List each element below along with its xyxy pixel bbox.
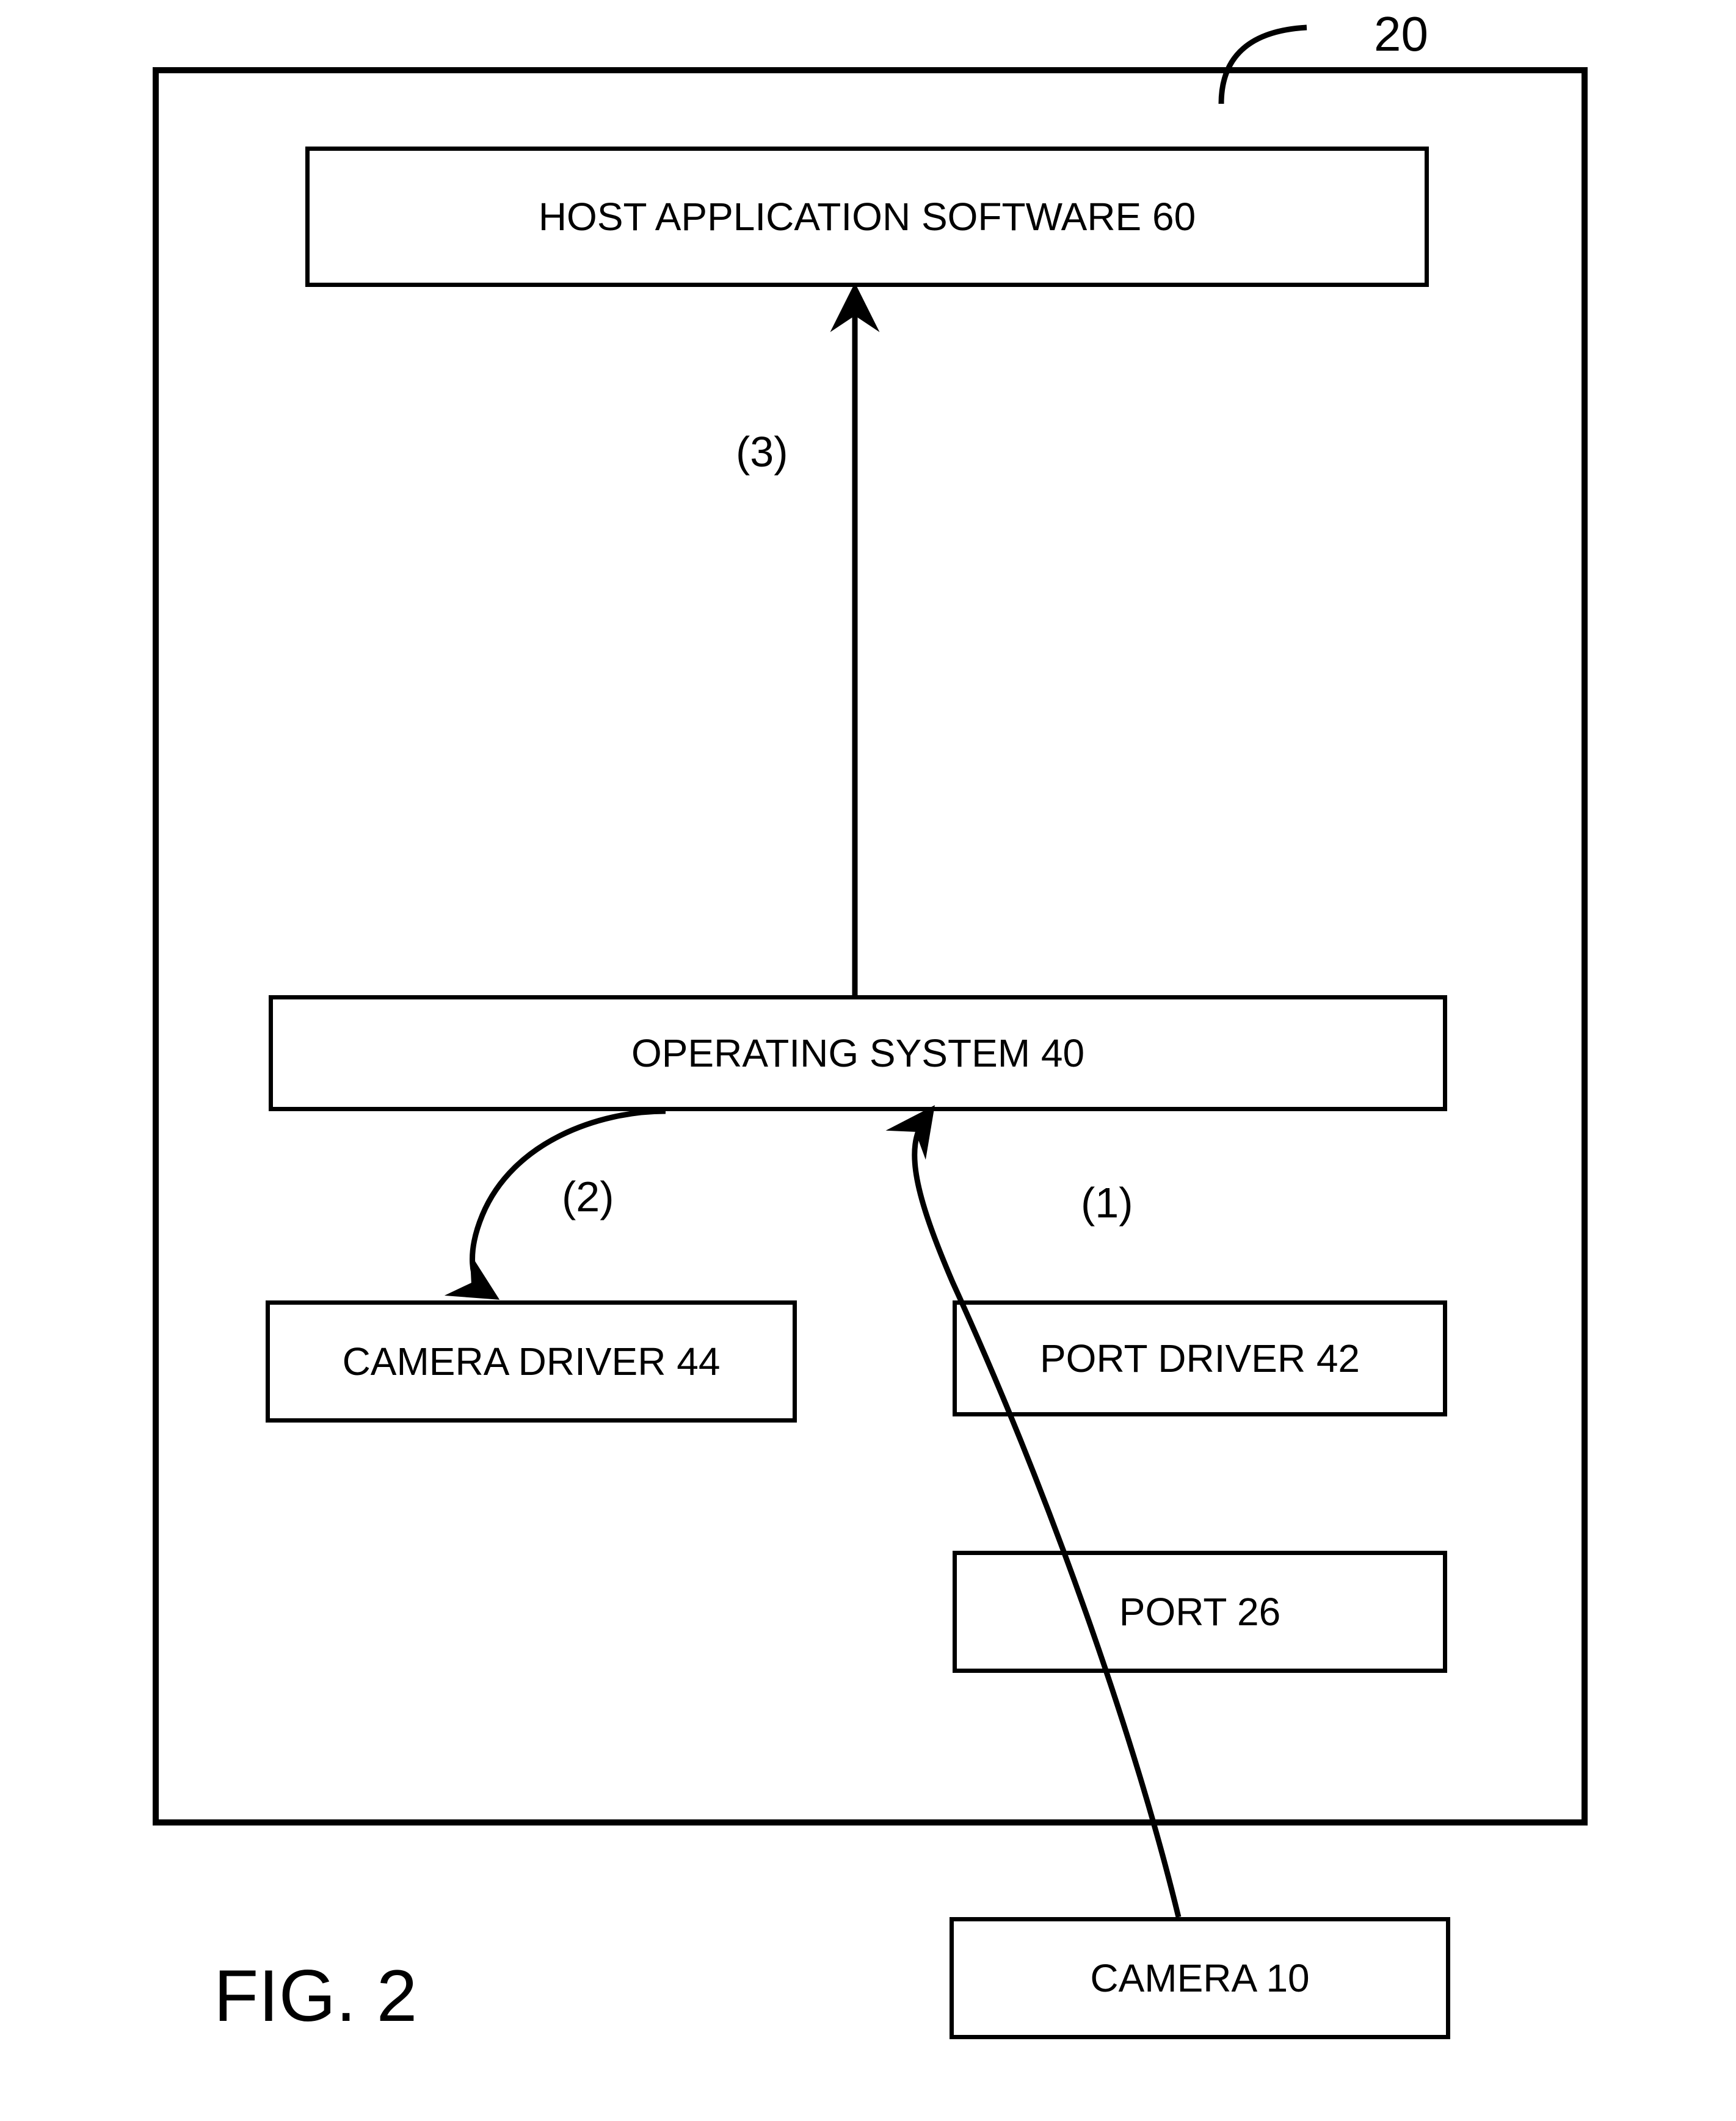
port-driver-label: PORT DRIVER 42: [1040, 1336, 1360, 1381]
operating-system-label: OPERATING SYSTEM 40: [631, 1031, 1084, 1076]
camera-box: CAMERA 10: [950, 1917, 1450, 2039]
reference-number-20: 20: [1374, 6, 1428, 62]
camera-driver-box: CAMERA DRIVER 44: [266, 1300, 797, 1423]
figure-label: FIG. 2: [214, 1954, 417, 2038]
host-application-box: HOST APPLICATION SOFTWARE 60: [305, 147, 1429, 287]
operating-system-box: OPERATING SYSTEM 40: [269, 995, 1447, 1111]
host-application-label: HOST APPLICATION SOFTWARE 60: [539, 194, 1196, 239]
port-label: PORT 26: [1119, 1589, 1280, 1634]
camera-label: CAMERA 10: [1090, 1956, 1309, 2001]
arrow-label-2: (2): [562, 1172, 614, 1221]
port-box: PORT 26: [953, 1551, 1447, 1673]
port-driver-box: PORT DRIVER 42: [953, 1300, 1447, 1416]
arrow-label-1: (1): [1081, 1178, 1133, 1227]
camera-driver-label: CAMERA DRIVER 44: [343, 1339, 721, 1384]
arrow-label-3: (3): [736, 427, 788, 476]
